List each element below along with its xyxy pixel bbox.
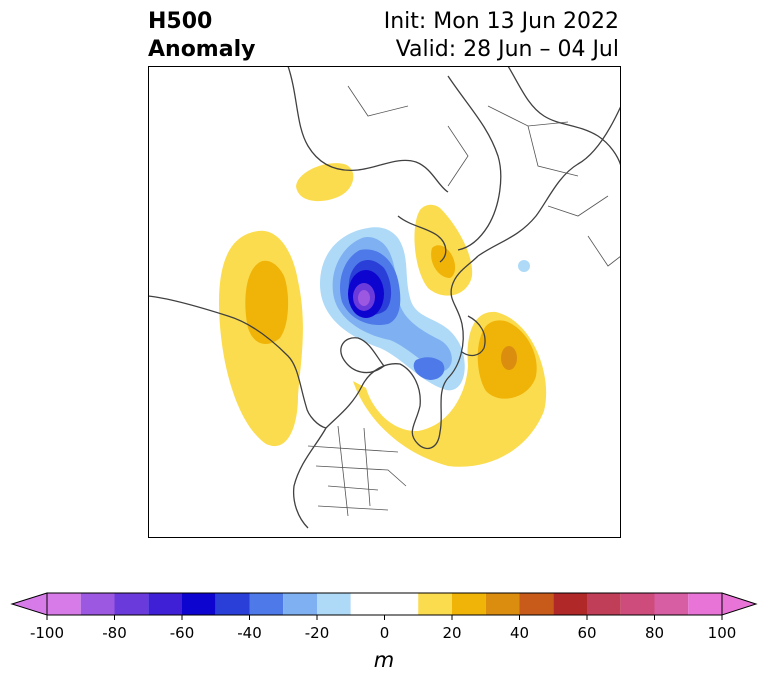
valid-range: Valid: 28 Jun – 04 Jul xyxy=(395,37,619,62)
colorbar-unit: m xyxy=(374,648,394,672)
colorbar-tick-label: 20 xyxy=(442,624,461,642)
colorbar-cell xyxy=(485,593,520,615)
colorbar-tick-label: 80 xyxy=(645,624,664,642)
map-frame xyxy=(148,66,621,538)
colorbar-tick-label: -20 xyxy=(305,624,330,642)
colorbar-extend-low xyxy=(10,592,48,616)
colorbar-cell xyxy=(688,593,722,615)
colorbar-cell xyxy=(418,593,452,615)
colorbar-cell xyxy=(47,593,81,615)
colorbar-ticks: -100 -80 -60 -40 -20 0 20 40 60 80 100 xyxy=(30,615,736,642)
positive-anomaly-ne-pacific xyxy=(218,230,303,447)
colorbar-cell xyxy=(80,593,115,615)
colorbar-tick-label: -80 xyxy=(102,624,127,642)
borders xyxy=(307,85,621,517)
colorbar-tick-label: 40 xyxy=(510,624,529,642)
colorbar-cell xyxy=(215,593,250,615)
colorbar-cell xyxy=(587,593,621,615)
positive-anomaly-n-atlantic xyxy=(353,311,547,467)
positive-anomaly-scandinavia xyxy=(414,204,473,296)
colorbar-tick-label: -60 xyxy=(170,624,195,642)
positive-anomaly-siberia xyxy=(296,163,354,202)
colorbar-tick-label: -40 xyxy=(237,624,262,642)
negative-anomaly-arctic xyxy=(320,227,465,391)
coastlines xyxy=(148,66,621,529)
title-variable: H500 Anomaly xyxy=(148,8,255,64)
colorbar-cells xyxy=(10,592,758,616)
colorbar-tick-label: 100 xyxy=(708,624,737,642)
colorbar-cell xyxy=(620,593,655,615)
colorbar-cell xyxy=(519,593,554,615)
colorbar-cell xyxy=(249,593,284,615)
colorbar-extend-high xyxy=(721,592,758,616)
colorbar-tick-label: 60 xyxy=(577,624,596,642)
colorbar-cell xyxy=(114,593,149,615)
colorbar-cell xyxy=(283,593,317,615)
anomaly-map xyxy=(148,66,621,538)
colorbar-cell xyxy=(182,593,216,615)
init-date: Init: Mon 13 Jun 2022 xyxy=(383,9,619,34)
colorbar-cell xyxy=(452,593,486,615)
colorbar-cell xyxy=(654,593,689,615)
negative-anomaly-small xyxy=(518,260,530,272)
colorbar-cell xyxy=(148,593,182,615)
colorbar: -100 -80 -60 -40 -20 0 20 40 60 80 100 m xyxy=(10,592,758,672)
colorbar-tick-label: 0 xyxy=(380,624,390,642)
title-line2: Anomaly xyxy=(148,37,256,62)
colorbar-tick-label: -100 xyxy=(30,624,64,642)
title-line1: H500 xyxy=(148,9,213,34)
title-dates: Init: Mon 13 Jun 2022 Valid: 28 Jun – 04… xyxy=(384,8,619,64)
colorbar-cell xyxy=(553,593,587,615)
colorbar-cell xyxy=(317,593,351,615)
colorbar-cell xyxy=(350,593,419,615)
